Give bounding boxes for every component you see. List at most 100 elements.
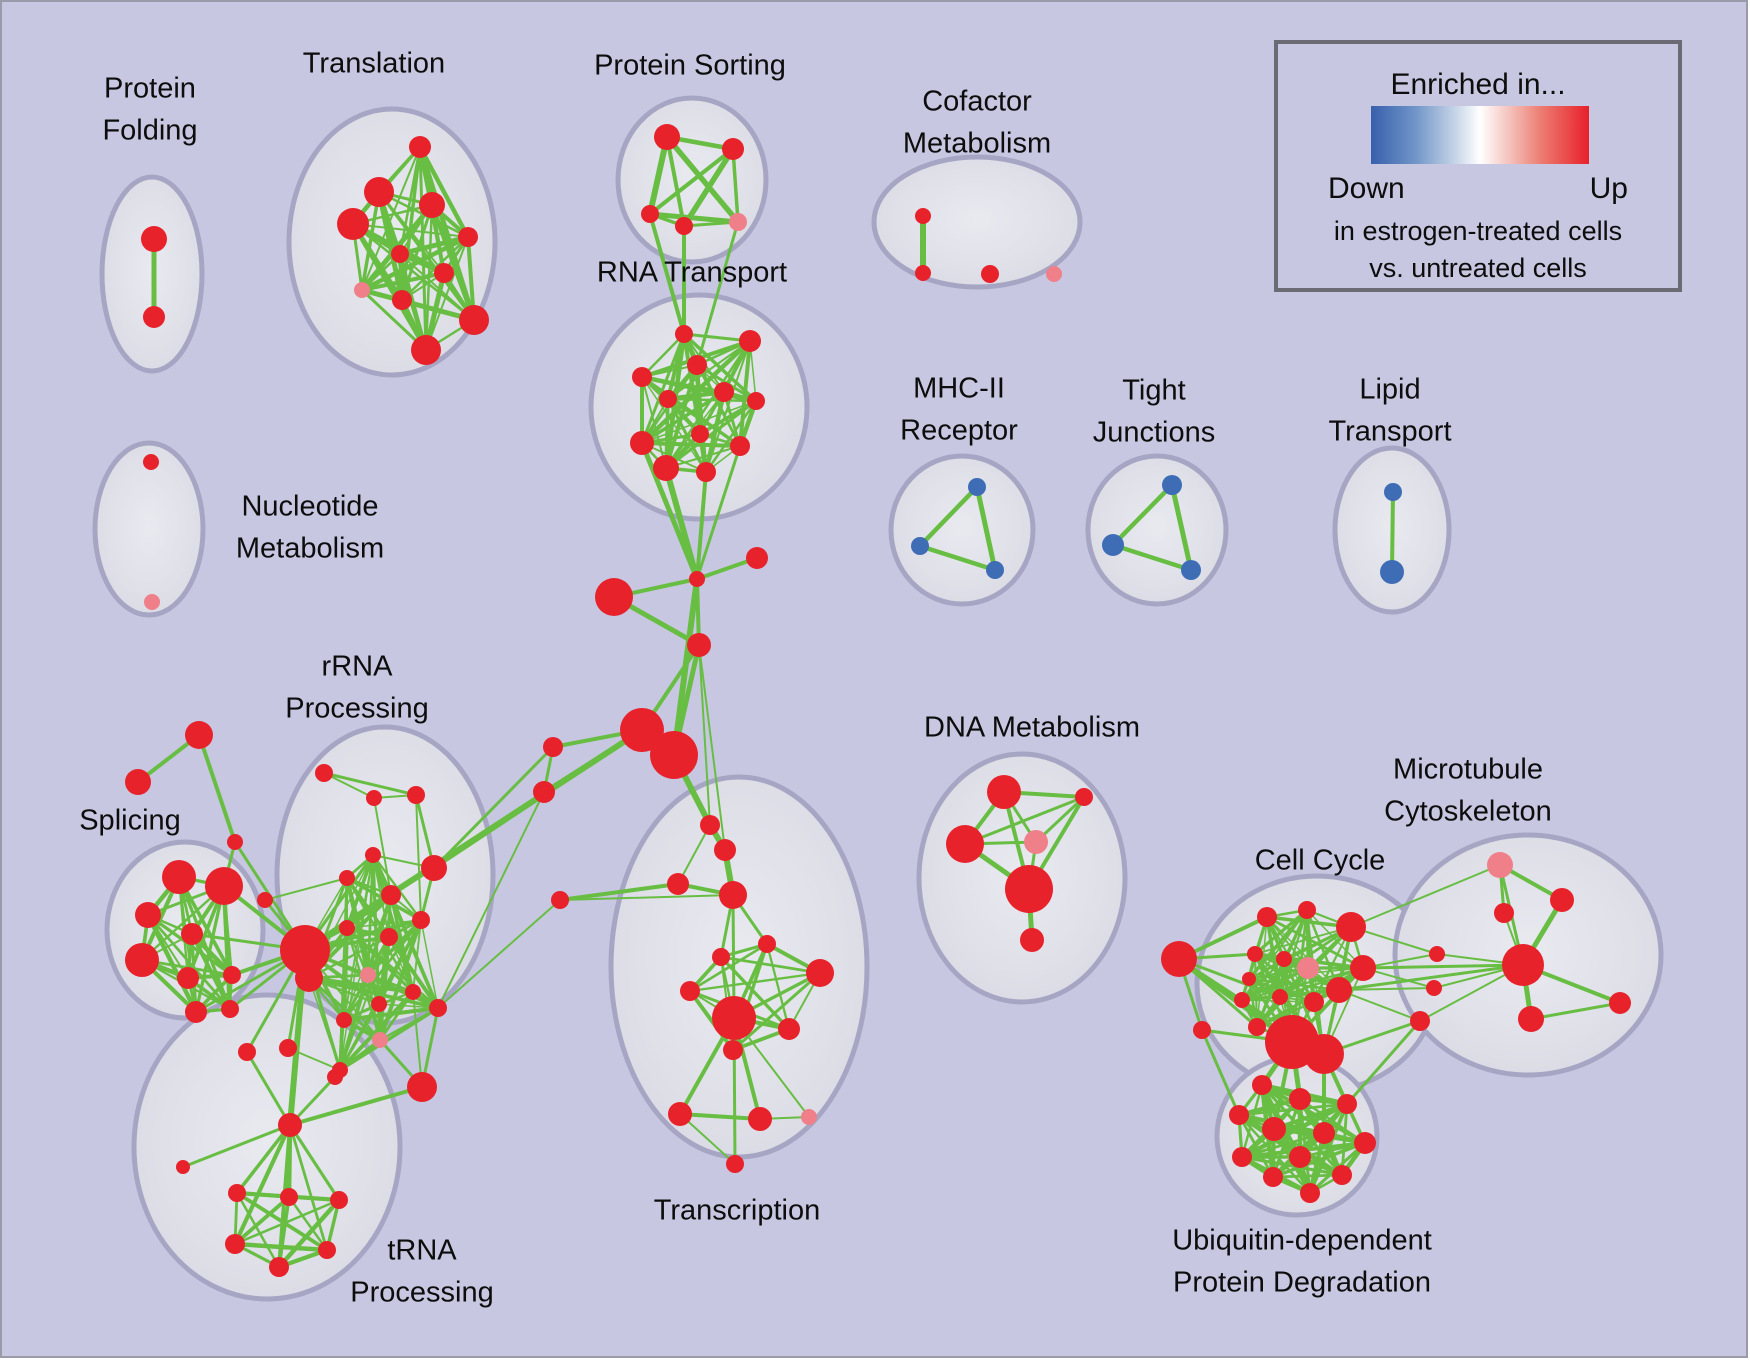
gene-set-node-ps2 xyxy=(641,205,659,223)
legend-title: Enriched in... xyxy=(1390,68,1566,101)
gene-set-node-cf0 xyxy=(915,208,931,224)
cluster-label-protein-sorting: Protein Sorting xyxy=(594,50,786,82)
edge xyxy=(322,771,418,797)
edge xyxy=(688,971,822,993)
edge xyxy=(648,212,686,336)
cluster-label-cofactor-metabolism-line1: Cofactor xyxy=(922,86,1032,118)
edge xyxy=(695,220,740,367)
edge xyxy=(360,271,446,292)
edge xyxy=(1338,989,1421,1022)
edge xyxy=(437,899,561,1009)
edge xyxy=(342,973,370,1022)
edge xyxy=(974,484,998,573)
edge xyxy=(647,134,670,217)
gene-set-node-rt9 xyxy=(653,455,679,481)
gene-set-node-tx12 xyxy=(668,1102,692,1126)
edge xyxy=(1254,926,1352,955)
gene-set-node-tj2 xyxy=(1181,560,1201,580)
gene-set-node-cy10 xyxy=(1272,989,1288,1005)
cluster-label-mhc-ii-receptor-line2: Receptor xyxy=(900,415,1018,447)
edge xyxy=(1240,966,1310,1002)
cluster-label-microtubule-cytoskeleton-line2: Cytoskeleton xyxy=(1384,796,1552,828)
gene-set-node-cy7 xyxy=(1350,955,1376,981)
gene-set-node-rr19 xyxy=(257,892,273,908)
gene-set-node-ub2 xyxy=(1337,1094,1357,1114)
edge xyxy=(681,146,736,229)
gene-set-node-sp6 xyxy=(223,966,241,984)
edge xyxy=(765,942,791,1031)
edge xyxy=(351,222,476,322)
edge xyxy=(352,223,469,238)
gene-set-node-rr22 xyxy=(327,1069,343,1085)
gene-set-node-rr2 xyxy=(339,870,355,886)
gene-set-node-tx3 xyxy=(719,881,747,909)
gene-set-node-mt6 xyxy=(1410,1011,1430,1031)
edge xyxy=(641,400,757,444)
gene-set-node-tx2 xyxy=(667,873,689,895)
edge xyxy=(640,390,726,445)
cluster-label-splicing: Splicing xyxy=(79,805,181,837)
gene-set-node-rr4 xyxy=(381,885,401,905)
gene-set-node-pf1 xyxy=(143,306,165,328)
edge xyxy=(698,644,726,851)
edge xyxy=(342,918,423,1022)
gene-set-node-ub6 xyxy=(1354,1132,1376,1154)
gene-set-node-rr15 xyxy=(372,1032,388,1048)
gene-set-node-rr11 xyxy=(405,984,421,1000)
gene-set-node-tx8 xyxy=(680,981,700,1001)
edge xyxy=(688,942,769,993)
gene-set-node-ub5 xyxy=(1313,1122,1335,1144)
edge xyxy=(917,484,980,549)
legend-up-label: Up xyxy=(1589,172,1628,205)
edge xyxy=(373,797,392,896)
edge xyxy=(695,470,708,581)
edge xyxy=(397,234,471,257)
gene-set-node-cy14 xyxy=(1304,1034,1344,1074)
gene-set-node-cy16 xyxy=(1193,1021,1211,1039)
edge xyxy=(1110,482,1175,548)
gene-set-node-cc7 xyxy=(533,781,555,803)
gene-set-node-ub9 xyxy=(1263,1167,1283,1187)
cluster-label-trna-processing-line1: tRNA xyxy=(387,1235,457,1267)
edge xyxy=(338,1038,382,1072)
edge xyxy=(1240,1131,1326,1159)
cluster-ellipse-tight-junctions xyxy=(1085,453,1229,607)
cluster-label-dna-metabolism: DNA Metabolism xyxy=(924,712,1140,744)
gene-set-node-mt0 xyxy=(1487,852,1513,878)
gene-set-node-sp2 xyxy=(135,902,161,928)
edge xyxy=(731,147,740,224)
cluster-ellipse-trna-processing xyxy=(131,992,403,1302)
edge xyxy=(698,644,711,826)
edge xyxy=(719,955,822,975)
gene-set-node-dm1 xyxy=(1075,788,1093,806)
gene-set-node-rt3 xyxy=(632,367,652,387)
gene-set-node-tl5 xyxy=(391,245,409,263)
edge xyxy=(145,912,199,1015)
edge xyxy=(412,991,423,1088)
edge xyxy=(307,976,382,1042)
gene-set-node-rr21 xyxy=(407,1072,437,1102)
cluster-ellipse-cofactor-metabolism xyxy=(871,154,1083,290)
edge xyxy=(359,234,471,293)
gene-set-node-mh2 xyxy=(986,561,1004,579)
gene-set-node-lp1 xyxy=(1380,560,1404,584)
gene-set-node-rt11 xyxy=(696,462,716,482)
cluster-label-translation: Translation xyxy=(303,48,445,80)
gene-set-node-rr0 xyxy=(315,764,333,782)
cluster-label-protein-folding-line1: Protein xyxy=(104,73,196,105)
edge xyxy=(1237,1102,1349,1117)
edge xyxy=(437,791,545,1009)
edge xyxy=(232,1241,330,1253)
cluster-label-trna-processing-line2: Processing xyxy=(350,1277,493,1309)
edge xyxy=(1240,966,1365,1002)
gene-set-node-sp8 xyxy=(221,1000,239,1018)
edge xyxy=(235,1191,329,1252)
edge xyxy=(1350,864,1501,928)
gene-set-node-sp7 xyxy=(185,1001,207,1023)
cluster-label-transcription: Transcription xyxy=(654,1195,821,1227)
legend-box: Enriched in... Down Up in estrogen-treat… xyxy=(1274,40,1682,292)
edge xyxy=(558,882,680,902)
edge xyxy=(640,332,686,379)
gene-set-node-tx11 xyxy=(723,1040,743,1060)
